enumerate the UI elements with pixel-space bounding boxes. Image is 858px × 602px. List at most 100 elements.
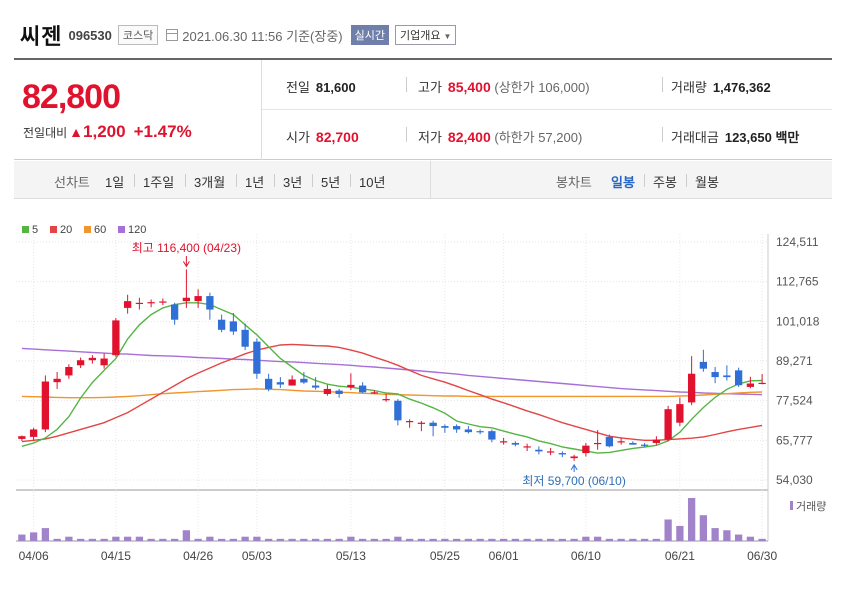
stock-name: 씨젠 [20,24,63,49]
market-badge: 코스닥 [117,25,159,45]
candle-body [41,381,50,430]
period-5y[interactable]: 5년 [321,175,341,190]
candle-body [523,446,531,448]
volume-bar [100,538,108,541]
calendar-icon [166,29,179,41]
volume-bar [288,538,296,541]
volume-bar [746,536,755,541]
quote-datetime: 2021.06.30 11:56 기준(장중) [182,28,343,44]
volume-bar [617,538,625,541]
volume-bar [605,538,614,541]
candle-monthly[interactable]: 월봉 [695,175,719,190]
quote-row-2: 시가 82,700 저가 82,400 (하한가 57,200) 거래대금 123,6… [262,110,832,160]
quote-row-1: 전일 81,600 고가 85,400 (상한가 106,000) 거래량 1,476… [262,60,832,110]
y-tick-label: 65,777 [776,433,813,447]
candle-body [370,392,379,394]
volume-bar [687,498,696,541]
period-1d[interactable]: 1일 [105,175,125,190]
candle-body [617,441,625,443]
volume-bar [699,515,708,541]
min-annotation: 최저 59,700 (06/10) [522,474,625,488]
period-10y[interactable]: 10년 [359,175,386,190]
x-tick-label: 06/21 [665,549,695,563]
max-arrow-head [182,261,190,268]
candle-body [652,439,661,443]
volume-bar [582,536,590,541]
candle-body [206,296,214,310]
candle-body [288,379,296,386]
volume-bar [723,530,731,541]
ma-line-20 [21,343,763,443]
volume-bar [640,538,649,541]
candle-body [276,382,285,385]
candle-body [699,361,708,369]
company-overview-button[interactable]: 기업개요 ▼ [395,25,457,45]
volume-legend-swatch [790,501,793,510]
candle-daily[interactable]: 일봉 [611,175,635,190]
legend-swatch-60 [84,226,91,233]
period-1w[interactable]: 1주일 [143,175,175,190]
candle-body [300,378,308,383]
line-chart-label: 선차트 [54,175,90,190]
x-tick-label: 05/25 [430,549,460,563]
stock-code: 096530 [68,27,112,43]
period-3m[interactable]: 3개월 [194,175,226,190]
up-arrow-icon: ▲ [69,124,84,140]
x-tick-label: 04/06 [19,549,49,563]
change-label: 전일대비 [23,126,68,140]
candle-body [182,297,191,302]
volume-bar [629,538,637,541]
stock-header: 씨젠 096530 코스닥 2021.06.30 11:56 기준(장중) 실시… [20,20,457,50]
volume-bar [276,538,285,541]
volume-bar [558,538,567,541]
volume-bar [476,538,484,541]
current-price-panel: 82,800 전일대비 ▲ 1,200 +1.47% [14,60,262,160]
candle-body [758,382,766,385]
candle-body [734,370,743,386]
candle-body [405,421,414,423]
x-tick-label: 06/01 [489,549,519,563]
volume-legend-label: 거래량 [796,500,826,513]
candle-body [676,404,684,423]
volume-bar [41,528,50,541]
volume-bar [194,538,202,541]
candle-body [511,442,520,445]
volume-bar [535,538,543,541]
candle-body [18,436,26,439]
volume-bar [499,538,508,541]
y-tick-label: 54,030 [776,473,813,487]
period-1y[interactable]: 1년 [245,175,265,190]
volume-bar [358,538,367,541]
candle-body [159,301,167,303]
ma-line-60 [21,388,763,399]
period-3y[interactable]: 3년 [283,175,303,190]
candle-weekly[interactable]: 주봉 [653,175,677,190]
volume-bar [452,538,461,541]
candle-body [65,366,73,376]
y-tick-label: 89,271 [776,354,813,368]
volume-bar [711,528,719,541]
volume-bar [417,538,426,541]
volume-bar [429,538,437,541]
candle-body [640,444,649,446]
y-tick-label: 112,765 [776,275,819,289]
x-tick-label: 04/15 [101,549,131,563]
legend-swatch-5 [22,226,29,233]
change-amount: 1,200 [83,122,126,141]
candle-body [499,441,508,443]
candle-body [582,445,590,454]
x-tick-label: 06/30 [747,549,777,563]
volume-bar [18,534,26,541]
realtime-button[interactable]: 실시간 [350,25,389,45]
candle-body [147,302,155,304]
candle-body [217,319,226,330]
candle-body [546,451,555,453]
volume-bar [253,536,261,541]
legend-label-60: 60 [94,224,106,236]
candle-body [570,456,578,459]
prev-close: 전일 81,600 [286,80,356,95]
candle-body [664,409,672,440]
candle-body [711,372,719,378]
volume-bar [53,538,61,541]
